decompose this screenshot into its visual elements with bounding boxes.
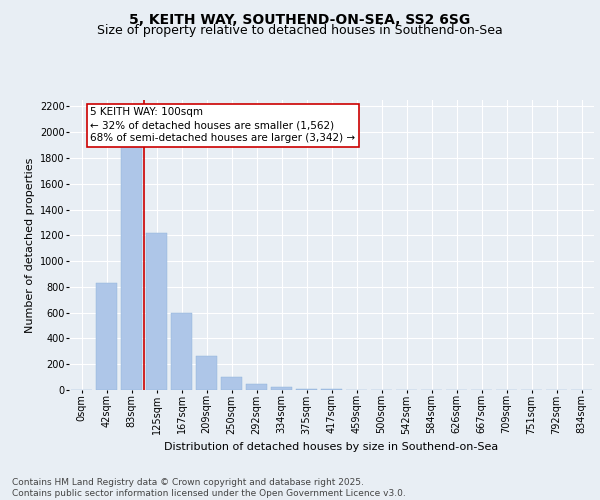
Bar (96, 283, 117, 390)
Bar (246, 384, 267, 390)
Bar (271, 388, 292, 390)
Bar (221, 377, 242, 390)
Bar (196, 356, 217, 390)
Bar (171, 312, 192, 390)
Text: 5, KEITH WAY, SOUTHEND-ON-SEA, SS2 6SG: 5, KEITH WAY, SOUTHEND-ON-SEA, SS2 6SG (130, 12, 470, 26)
Bar (146, 233, 167, 390)
Text: Contains HM Land Registry data © Crown copyright and database right 2025.
Contai: Contains HM Land Registry data © Crown c… (12, 478, 406, 498)
Bar (296, 388, 317, 390)
X-axis label: Distribution of detached houses by size in Southend-on-Sea: Distribution of detached houses by size … (164, 442, 499, 452)
Bar (121, 138, 142, 390)
Text: Size of property relative to detached houses in Southend-on-Sea: Size of property relative to detached ho… (97, 24, 503, 37)
Text: 5 KEITH WAY: 100sqm
← 32% of detached houses are smaller (1,562)
68% of semi-det: 5 KEITH WAY: 100sqm ← 32% of detached ho… (90, 107, 355, 144)
Y-axis label: Number of detached properties: Number of detached properties (25, 158, 35, 332)
